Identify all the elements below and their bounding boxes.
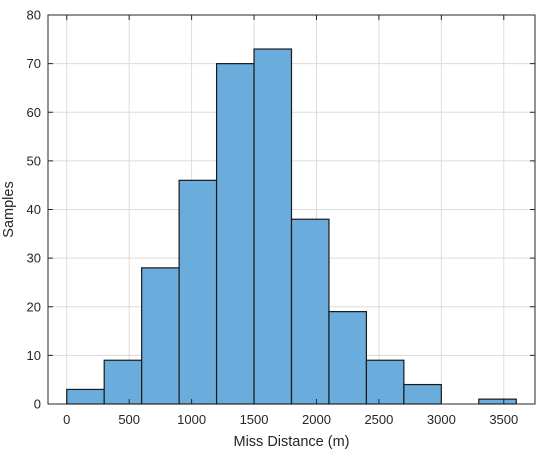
histogram-bar [215,63,255,405]
y-tick-labels: 0 10 20 30 40 50 60 70 80 [27,8,41,412]
x-tick-label: 3000 [427,412,456,427]
x-tick-label: 500 [118,412,140,427]
y-tick-label: 20 [27,299,41,314]
y-axis-label: Samples [1,181,17,237]
axis-ticks [48,14,535,405]
histogram-bar [365,359,405,405]
y-tick-label: 30 [27,251,41,266]
histogram-bar [178,179,218,405]
y-tick-label: 40 [27,202,41,217]
x-tick-label: 2000 [302,412,331,427]
histogram-bars [66,48,517,405]
x-tick-label: 0 [63,412,70,427]
x-tick-labels: 0 500 1000 1500 2000 2500 3000 3500 [63,412,518,427]
y-tick-label: 10 [27,348,41,363]
y-tick-label: 0 [34,397,41,412]
y-tick-label: 80 [27,8,41,23]
x-tick-label: 1500 [240,412,269,427]
histogram-bar [103,359,143,405]
x-axis-label: Miss Distance (m) [233,434,349,450]
histogram-bar [141,267,180,405]
histogram-bar [290,218,330,405]
histogram-bar [328,311,368,405]
histogram-bar [403,383,442,405]
histogram-bar [66,388,105,405]
y-tick-label: 60 [27,105,41,120]
y-tick-label: 70 [27,56,41,71]
y-tick-label: 50 [27,153,41,168]
histogram-bar [478,398,517,405]
x-tick-label: 3500 [489,412,518,427]
x-tick-label: 1000 [177,412,206,427]
x-tick-label: 2500 [364,412,393,427]
histogram-bar [253,48,293,405]
